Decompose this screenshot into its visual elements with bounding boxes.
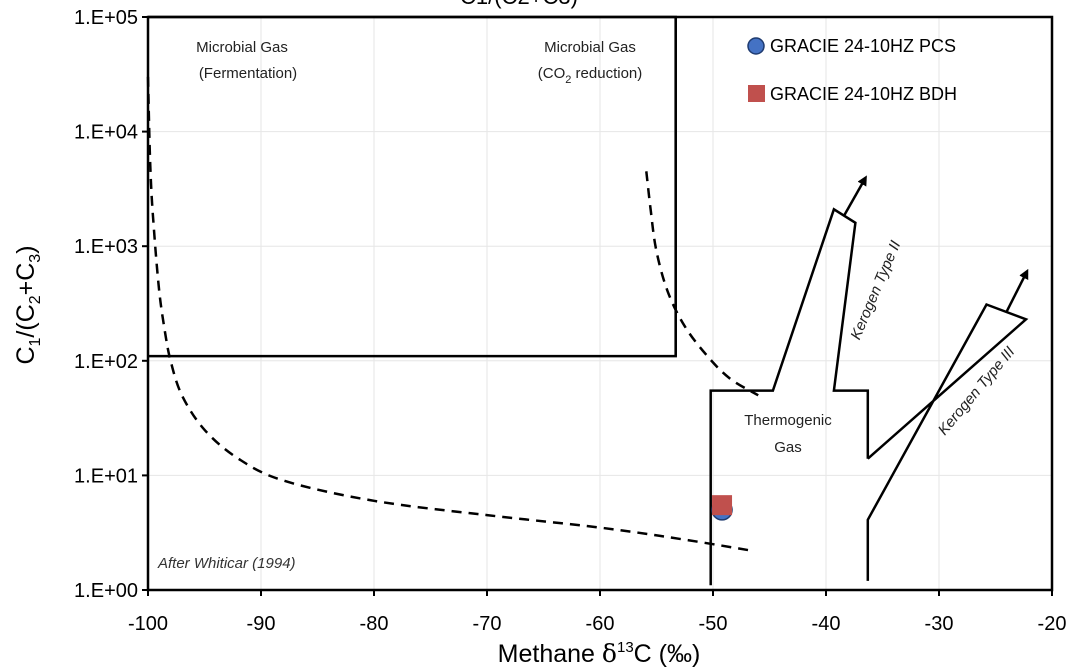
kerogen-type-iii-label: Kerogen Type III <box>935 344 1019 439</box>
x-title-delta: δ <box>602 639 617 668</box>
thermogenic-label-line1: Thermogenic <box>744 412 832 429</box>
kerogen-III-arrow <box>1005 268 1029 312</box>
left-curve <box>146 76 753 553</box>
legend-label-pcs: GRACIE 24-10HZ PCS <box>770 36 956 56</box>
x-tick-label: -20 <box>1038 613 1067 635</box>
x-tick-label: -50 <box>699 613 728 635</box>
arrows <box>842 175 1029 312</box>
x-tick-labels: -100 -90 -80 -70 -60 -50 -40 -30 -20 <box>128 590 1066 635</box>
x-tick-label: -60 <box>586 613 615 635</box>
y-tick-label: 1.E+01 <box>74 465 138 487</box>
thermogenic-label-line2: Gas <box>774 439 802 456</box>
credit-annotation: After Whiticar (1994) <box>157 555 296 572</box>
x-tick-label: -80 <box>360 613 389 635</box>
x-tick-label: -30 <box>925 613 954 635</box>
legend: GRACIE 24-10HZ PCS GRACIE 24-10HZ BDH <box>747 36 957 104</box>
x-tick-label: -90 <box>247 613 276 635</box>
right-curve <box>645 171 759 397</box>
y-title-mid2: +C <box>12 263 40 296</box>
kerogen-III <box>866 302 1029 581</box>
x-title-main: Methane <box>498 640 602 668</box>
x-tick-label: -40 <box>812 613 841 635</box>
thermogenic-kerogen-II <box>709 207 870 586</box>
co2-label-line2: (CO2 reduction) <box>538 65 643 86</box>
co2-sub: 2 <box>565 74 571 86</box>
legend-marker-bdh <box>748 85 765 102</box>
co2-post: reduction) <box>571 65 642 82</box>
point-bdh <box>712 495 733 516</box>
x-title-sup: 13 <box>617 639 634 656</box>
y-tick-label: 1.E+00 <box>74 580 138 602</box>
x-axis-title: Methane δ13C (‰) <box>498 639 701 668</box>
y-tick-label: 1.E+03 <box>74 236 138 258</box>
co2-pre: (CO <box>538 65 566 82</box>
kerogen-type-ii-label: Kerogen Type II <box>847 238 904 342</box>
y-title-c1: C <box>12 346 40 364</box>
y-tick-labels: 1.E+00 1.E+01 1.E+02 1.E+03 1.E+04 1.E+05 <box>74 7 148 602</box>
y-title-end: ) <box>12 245 40 253</box>
x-title-tail: C (‰) <box>634 640 701 668</box>
chart-title: C1/(C2+C3) <box>460 0 578 9</box>
x-tick-label: -100 <box>128 613 168 635</box>
gridlines <box>147 16 1053 591</box>
y-axis-title: C1/(C2+C3) <box>12 245 44 364</box>
y-tick-label: 1.E+05 <box>74 7 138 29</box>
y-title-sub3: 3 <box>27 254 44 263</box>
data-points <box>711 495 733 521</box>
y-title-sub2: 2 <box>27 295 44 304</box>
co2-label-line1: Microbial Gas <box>544 39 636 56</box>
x-tick-label: -70 <box>473 613 502 635</box>
fermentation-label-line2: (Fermentation) <box>199 65 297 82</box>
y-title-sub1: 1 <box>27 337 44 346</box>
y-tick-label: 1.E+04 <box>74 122 138 144</box>
kerogen-II-arrow <box>842 175 867 217</box>
dashed-curves <box>146 76 759 553</box>
fermentation-label-line1: Microbial Gas <box>196 39 288 56</box>
y-title-mid1: /(C <box>12 304 40 337</box>
legend-label-bdh: GRACIE 24-10HZ BDH <box>770 84 957 104</box>
legend-marker-pcs <box>747 37 765 55</box>
y-tick-label: 1.E+02 <box>74 351 138 373</box>
